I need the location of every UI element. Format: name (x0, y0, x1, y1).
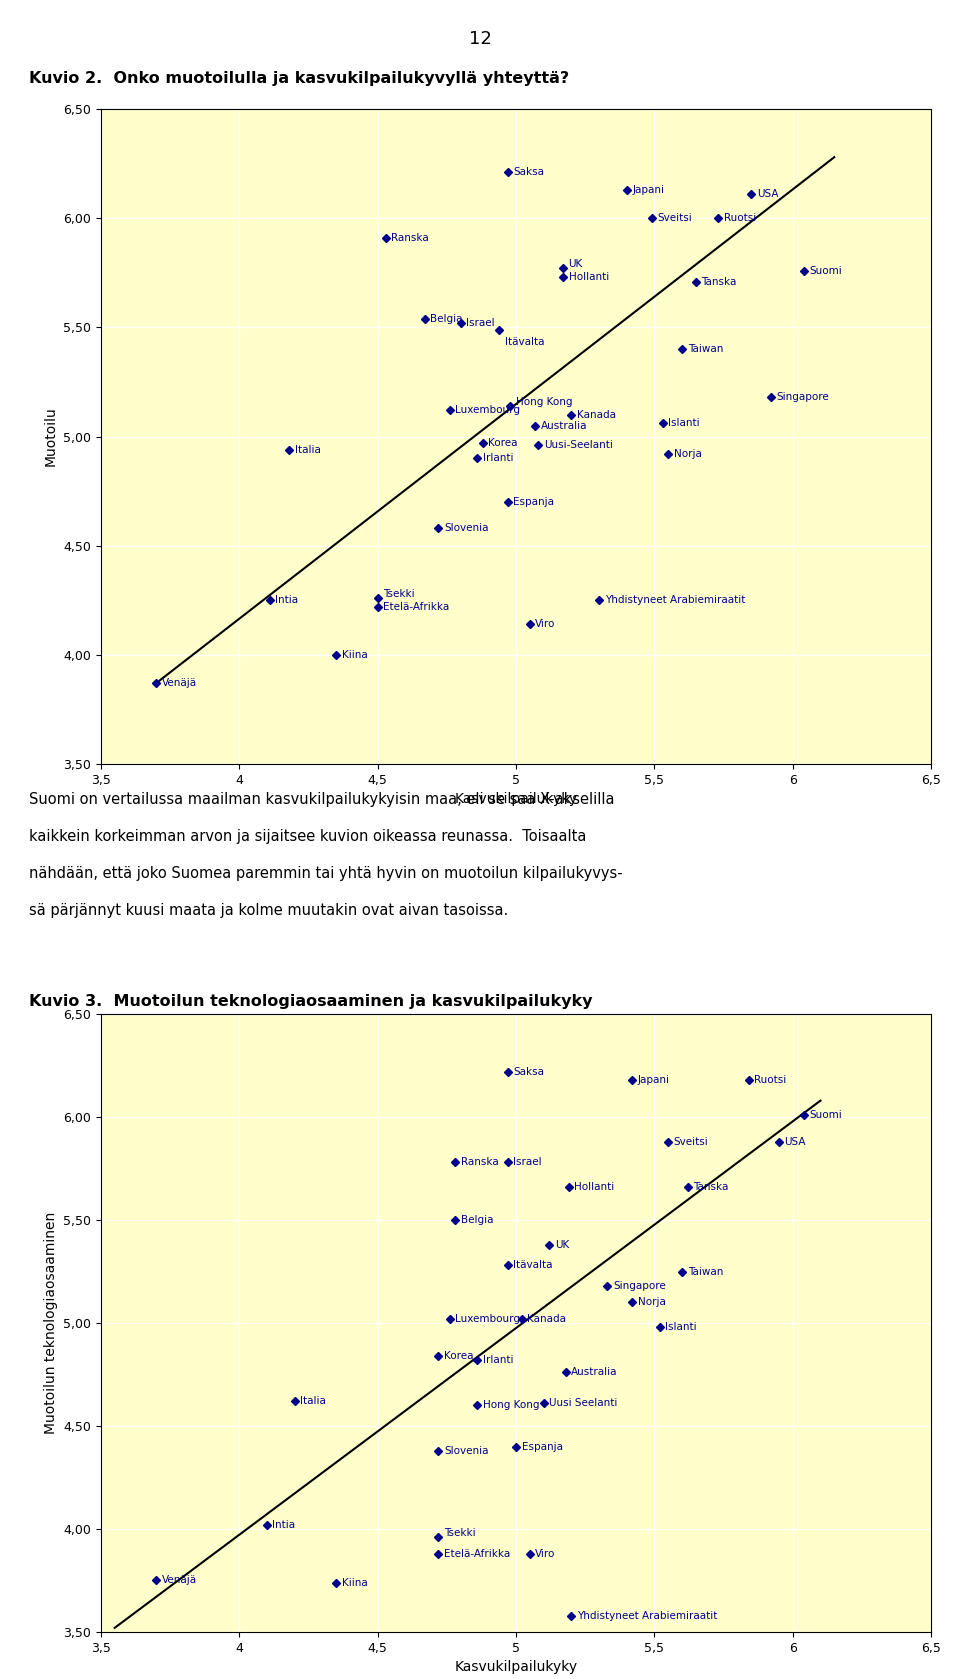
Text: Hollanti: Hollanti (574, 1182, 614, 1192)
Text: Viro: Viro (536, 620, 556, 630)
Text: Taiwan: Taiwan (687, 344, 723, 354)
Text: Intia: Intia (276, 596, 299, 604)
Text: Venäjä: Venäjä (161, 1575, 197, 1585)
Text: Israel: Israel (467, 317, 494, 327)
Text: Etelä-Afrikka: Etelä-Afrikka (383, 601, 449, 611)
Text: USA: USA (784, 1137, 806, 1147)
Text: Hollanti: Hollanti (568, 272, 609, 282)
Text: Ranska: Ranska (392, 233, 429, 243)
Text: Islanti: Islanti (665, 1321, 697, 1331)
Text: Sveitsi: Sveitsi (658, 213, 692, 223)
Text: Slovenia: Slovenia (444, 1446, 489, 1456)
Text: Ranska: Ranska (461, 1157, 498, 1167)
Text: Belgia: Belgia (430, 314, 463, 324)
Text: Etelä-Afrikka: Etelä-Afrikka (444, 1548, 511, 1558)
Text: UK: UK (568, 259, 583, 269)
Text: Hong Kong: Hong Kong (483, 1400, 540, 1410)
Text: Tanska: Tanska (693, 1182, 729, 1192)
Text: UK: UK (555, 1239, 569, 1249)
Text: Saksa: Saksa (514, 1066, 544, 1076)
Text: Viro: Viro (536, 1548, 556, 1558)
Text: Uusi Seelanti: Uusi Seelanti (549, 1399, 617, 1409)
Text: Hong Kong: Hong Kong (516, 396, 572, 406)
Text: Kanada: Kanada (527, 1315, 566, 1325)
Text: Espanja: Espanja (521, 1442, 563, 1452)
Text: kaikkein korkeimman arvon ja sijaitsee kuvion oikeassa reunassa.  Toisaalta: kaikkein korkeimman arvon ja sijaitsee k… (29, 829, 587, 845)
Text: Irlanti: Irlanti (483, 1355, 514, 1365)
Text: Tsekki: Tsekki (444, 1528, 475, 1538)
Text: Korea: Korea (444, 1352, 473, 1362)
Text: Kiina: Kiina (342, 1578, 368, 1588)
Text: Italia: Italia (295, 445, 321, 455)
Text: Tanska: Tanska (702, 277, 737, 287)
Text: Espanja: Espanja (514, 497, 554, 507)
Text: Slovenia: Slovenia (444, 524, 489, 534)
Text: Taiwan: Taiwan (687, 1266, 723, 1276)
Text: nähdään, että joko Suomea paremmin tai yhtä hyvin on muotoilun kilpailukyvys-: nähdään, että joko Suomea paremmin tai y… (29, 866, 622, 881)
Text: Luxembourg: Luxembourg (455, 405, 520, 415)
Text: Kuvio 3.  Muotoilun teknologiaosaaminen ja kasvukilpailukyky: Kuvio 3. Muotoilun teknologiaosaaminen j… (29, 994, 592, 1009)
Text: Ruotsi: Ruotsi (724, 213, 756, 223)
Text: Italia: Italia (300, 1397, 326, 1407)
X-axis label: Kasvukilpailukyky: Kasvukilpailukyky (454, 1661, 578, 1674)
Text: Ruotsi: Ruotsi (754, 1075, 786, 1085)
Text: Japani: Japani (633, 185, 664, 195)
Text: sä pärjännyt kuusi maata ja kolme muutakin ovat aivan tasoissa.: sä pärjännyt kuusi maata ja kolme muutak… (29, 903, 508, 918)
Text: Yhdistyneet Arabiemiraatit: Yhdistyneet Arabiemiraatit (577, 1610, 717, 1620)
Text: Norja: Norja (674, 448, 702, 458)
Text: Australia: Australia (540, 421, 588, 430)
Text: Tsekki: Tsekki (383, 589, 415, 599)
Text: Uusi-Seelanti: Uusi-Seelanti (543, 440, 612, 450)
Text: Saksa: Saksa (514, 168, 544, 178)
Text: Korea: Korea (489, 438, 517, 448)
Text: 12: 12 (468, 30, 492, 49)
Text: Australia: Australia (571, 1367, 618, 1377)
Text: Irlanti: Irlanti (483, 453, 514, 463)
Text: Kiina: Kiina (342, 650, 368, 660)
Text: Suomi: Suomi (809, 1110, 842, 1120)
Text: Itävalta: Itävalta (505, 337, 544, 348)
Text: Kuvio 2.  Onko muotoilulla ja kasvukilpailukyvyllä yhteyttä?: Kuvio 2. Onko muotoilulla ja kasvukilpai… (29, 71, 569, 86)
Y-axis label: Muotoilu: Muotoilu (43, 406, 58, 467)
Text: Intia: Intia (273, 1519, 296, 1530)
Text: Belgia: Belgia (461, 1216, 493, 1226)
Text: Islanti: Islanti (668, 418, 700, 428)
Text: Suomi on vertailussa maailman kasvukilpailukykyisin maa, eli se saa X-akselilla: Suomi on vertailussa maailman kasvukilpa… (29, 792, 614, 808)
Text: Kanada: Kanada (577, 410, 616, 420)
Text: Norja: Norja (637, 1298, 665, 1308)
X-axis label: Kasvukilpailukyky: Kasvukilpailukyky (454, 792, 578, 806)
Text: Luxembourg: Luxembourg (455, 1315, 520, 1325)
Text: Singapore: Singapore (612, 1281, 665, 1291)
Text: USA: USA (756, 190, 779, 200)
Text: Suomi: Suomi (809, 265, 842, 275)
Text: Yhdistyneet Arabiemiraatit: Yhdistyneet Arabiemiraatit (605, 596, 745, 604)
Text: Sveitsi: Sveitsi (674, 1137, 708, 1147)
Text: Venäjä: Venäjä (161, 678, 197, 688)
Text: Singapore: Singapore (777, 393, 829, 403)
Text: Israel: Israel (514, 1157, 541, 1167)
Text: Itävalta: Itävalta (514, 1261, 553, 1271)
Text: Japani: Japani (637, 1075, 670, 1085)
Y-axis label: Muotoilun teknologiaosaaminen: Muotoilun teknologiaosaaminen (43, 1212, 58, 1434)
